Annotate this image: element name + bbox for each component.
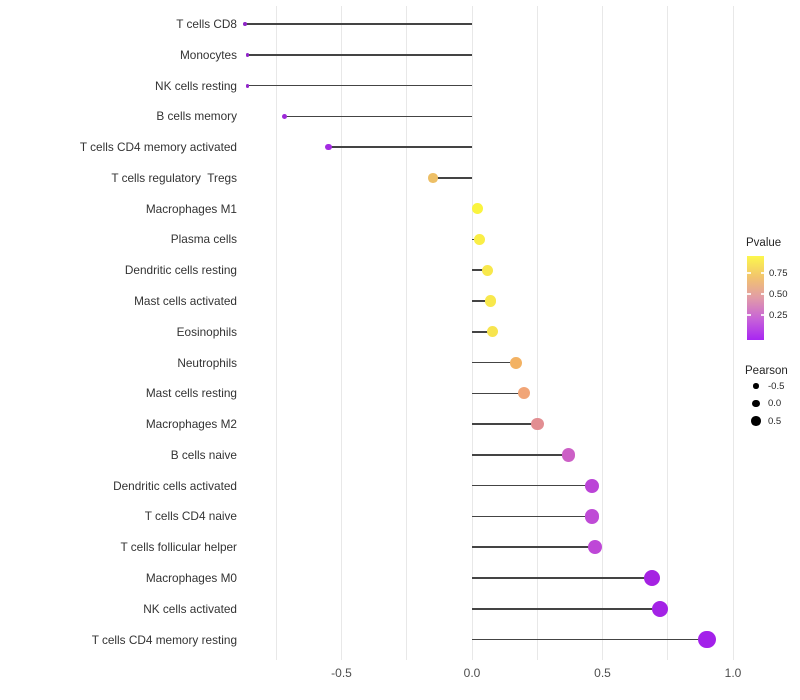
lollipop-stem [472, 300, 491, 302]
legend-size-dot [752, 399, 760, 408]
lollipop-stem [472, 331, 493, 333]
lollipop-dot [484, 295, 496, 307]
lollipop-dot [245, 52, 250, 57]
x-tick-label: 0.0 [463, 666, 481, 680]
lollipop-stem [472, 484, 593, 487]
lollipop-dot [651, 600, 668, 617]
legend-gradient-notch [747, 272, 751, 274]
lollipop-stem [244, 23, 472, 25]
legend-size-label: 0.5 [768, 415, 782, 427]
y-axis-label: B cells memory [156, 109, 237, 124]
gridline [341, 6, 342, 660]
legend-gradient-tick-label: 0.75 [769, 267, 788, 279]
y-axis-label: T cells CD4 memory resting [91, 632, 237, 647]
gridline [732, 6, 734, 660]
y-axis-label: Macrophages M1 [145, 201, 237, 216]
lollipop-dot [584, 509, 600, 524]
lollipop-dot [518, 387, 531, 400]
lollipop-dot [245, 83, 250, 88]
lollipop-dot [584, 478, 600, 493]
legend-size-dot [753, 383, 759, 389]
y-axis-label: Monocytes [179, 47, 237, 62]
y-axis-label: NK cells resting [155, 78, 237, 93]
y-axis-label: T cells CD8 [176, 17, 237, 31]
lollipop-dot [561, 448, 576, 462]
lollipop-stem [472, 638, 707, 641]
gridline [536, 6, 538, 660]
x-tick-label: 0.5 [594, 666, 611, 680]
lollipop-dot [474, 234, 486, 245]
lollipop-dot [482, 264, 494, 276]
legend-size-dot [751, 416, 761, 426]
legend-size-label: -0.5 [768, 380, 785, 392]
y-axis-label: Mast cells activated [134, 294, 237, 309]
y-axis-label: Macrophages M2 [145, 417, 237, 432]
y-axis-label: T cells follicular helper [120, 540, 238, 555]
gridline [667, 6, 669, 660]
lollipop-dot [428, 173, 438, 183]
legend-gradient-notch [747, 293, 751, 295]
legend-gradient-notch [760, 272, 764, 274]
legend-size-label: 0.0 [768, 398, 782, 409]
lollipop-dot [587, 540, 602, 555]
lollipop-dot [510, 356, 523, 369]
y-axis-label: T cells CD4 memory activated [79, 140, 237, 155]
x-tick-label: -0.5 [331, 666, 352, 680]
lollipop-stem [247, 53, 472, 56]
lollipop-stem [472, 577, 653, 579]
legend-gradient-tick-label: 0.50 [769, 288, 788, 300]
lollipop-dot [243, 22, 247, 26]
lollipop-stem [432, 177, 472, 179]
y-axis-label: Neutrophils [177, 355, 237, 370]
lollipop-stem [472, 454, 569, 456]
y-axis-label: B cells naive [170, 447, 237, 462]
y-axis-label: Dendritic cells resting [124, 263, 237, 278]
legend-gradient-notch [760, 293, 764, 295]
y-axis-label: T cells CD4 naive [144, 509, 237, 524]
lollipop-dot [530, 417, 544, 431]
lollipop-dot [281, 113, 287, 119]
gridline [275, 6, 277, 660]
lollipop-dot [644, 570, 661, 587]
lollipop-dot [698, 630, 716, 649]
lollipop-stem [472, 608, 660, 610]
lollipop-stem [472, 515, 593, 518]
y-axis-label: NK cells activated [143, 601, 237, 616]
legend-pvalue-title: Pvalue [746, 237, 782, 249]
legend-gradient-bar [747, 256, 764, 340]
gridline [602, 6, 603, 660]
gridline [471, 6, 473, 660]
legend-pearson-title: Pearson [745, 365, 788, 377]
y-axis-label: Mast cells resting [145, 386, 237, 401]
gridline [406, 6, 408, 660]
lollipop-stem [247, 84, 472, 87]
legend-gradient-tick-label: 0.25 [769, 309, 788, 321]
lollipop-stem [328, 146, 472, 148]
lollipop-stem [472, 423, 538, 425]
legend-gradient-notch [760, 314, 764, 316]
lollipop-stem [284, 115, 472, 118]
legend-gradient-notch [747, 314, 751, 316]
lollipop-stem [472, 392, 525, 395]
lollipop-stem [472, 546, 595, 549]
lollipop-dot [325, 143, 332, 151]
y-axis-label: Macrophages M0 [145, 571, 237, 586]
y-axis-label: Dendritic cells activated [113, 478, 237, 493]
lollipop-dot [471, 203, 483, 215]
y-axis-label: T cells regulatory Tregs [111, 170, 237, 185]
lollipop-stem [472, 269, 488, 272]
y-axis-label: Eosinophils [176, 324, 237, 339]
y-axis-label: Plasma cells [170, 232, 237, 247]
lollipop-stem [472, 361, 517, 364]
x-tick-label: 1.0 [724, 666, 742, 680]
lollipop-dot [487, 326, 499, 338]
